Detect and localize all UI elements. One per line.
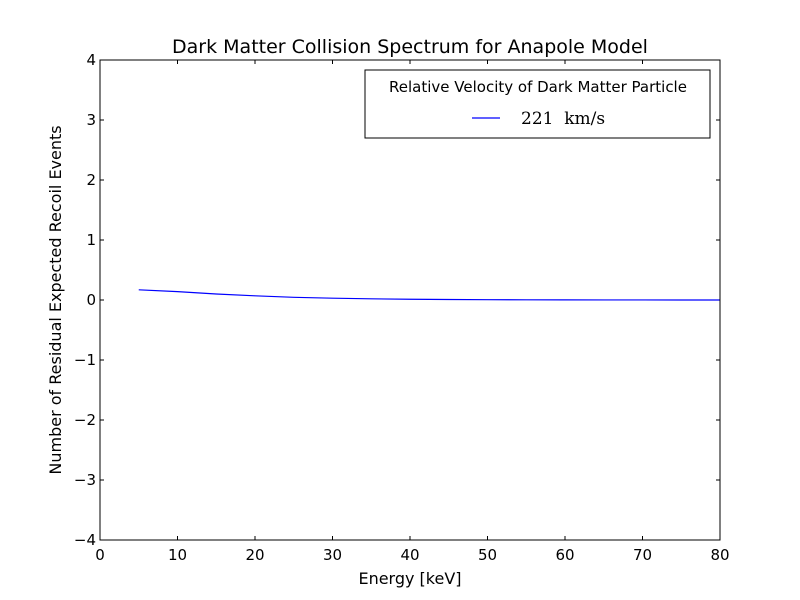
legend-box (364, 69, 711, 139)
x-tick-label: 80 (710, 546, 729, 564)
series-layer (138, 289, 721, 301)
x-tick-label: 50 (478, 546, 497, 564)
plot-frame (99, 59, 721, 541)
y-tick-label: 2 (86, 171, 96, 189)
legend-entry: 221 km/s (521, 109, 605, 129)
y-tick-label: 1 (86, 231, 96, 249)
y-tick-label: −3 (74, 471, 96, 489)
x-tick-label: 40 (400, 546, 419, 564)
y-tick-label: −4 (74, 531, 96, 549)
x-tick-label: 0 (95, 546, 105, 564)
y-tick-label: 3 (86, 111, 96, 129)
legend: Relative Velocity of Dark Matter Particl… (364, 69, 711, 139)
x-tick-label: 60 (555, 546, 574, 564)
y-tick-label: 4 (86, 51, 96, 69)
x-tick-label: 30 (323, 546, 342, 564)
series-line (138, 289, 721, 301)
x-tick-label: 10 (168, 546, 187, 564)
y-tick-label: 0 (86, 291, 96, 309)
y-axis-label: Number of Residual Expected Recoil Event… (46, 125, 65, 474)
x-tick-label: 20 (245, 546, 264, 564)
x-tick-label: 70 (633, 546, 652, 564)
x-axis-label: Energy [keV] (358, 569, 461, 588)
chart-title: Dark Matter Collision Spectrum for Anapo… (172, 36, 648, 58)
y-tick-label: −2 (74, 411, 96, 429)
legend-title: Relative Velocity of Dark Matter Particl… (389, 78, 687, 96)
y-tick-label: −1 (74, 351, 96, 369)
